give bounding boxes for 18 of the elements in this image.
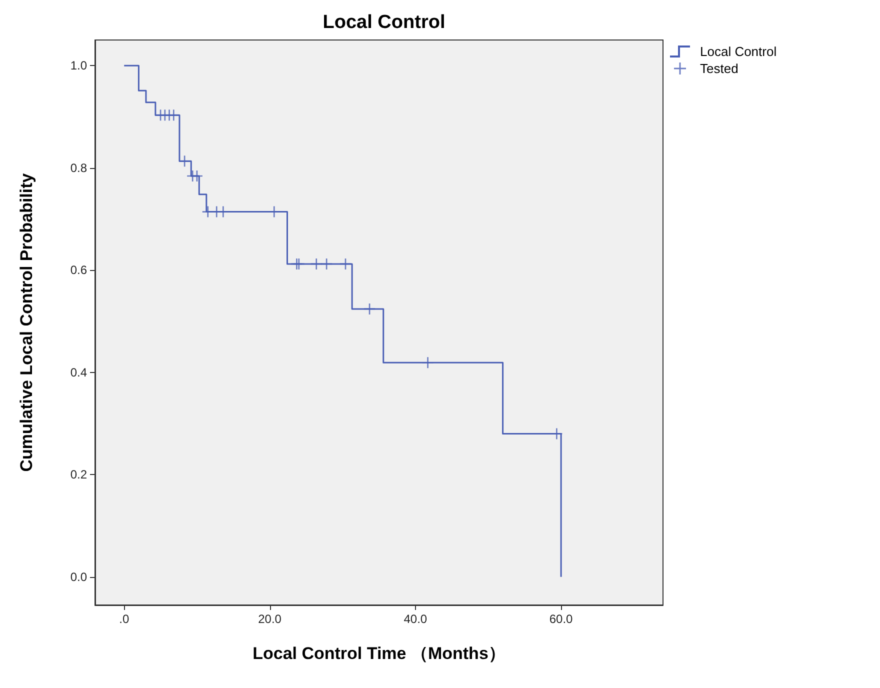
legend-label: Tested xyxy=(700,61,738,76)
y-tick-label: 0.2 xyxy=(70,468,88,482)
y-axis-title: Cumulative Local Control Probability xyxy=(17,172,36,472)
point xyxy=(310,258,322,270)
y-tick-label: 0.4 xyxy=(70,365,88,380)
y-tick-label: 0.6 xyxy=(70,263,88,278)
point xyxy=(422,357,434,368)
legend-label: Local Control xyxy=(700,44,777,59)
chart-title: Local Control xyxy=(322,12,446,33)
y-tick-label: 0.8 xyxy=(70,160,88,175)
point xyxy=(179,156,190,167)
x-axis-title: Local Control Time （Months） xyxy=(252,644,506,663)
y-tick-label: 1.0 xyxy=(70,58,88,73)
x-tick-label: .0 xyxy=(119,612,130,626)
x-tick-label: 20.0 xyxy=(258,612,282,626)
y-tick-label: 0.0 xyxy=(70,570,88,584)
x-tick-label: 40.0 xyxy=(404,612,428,626)
x-tick-label: 60.0 xyxy=(549,612,574,626)
